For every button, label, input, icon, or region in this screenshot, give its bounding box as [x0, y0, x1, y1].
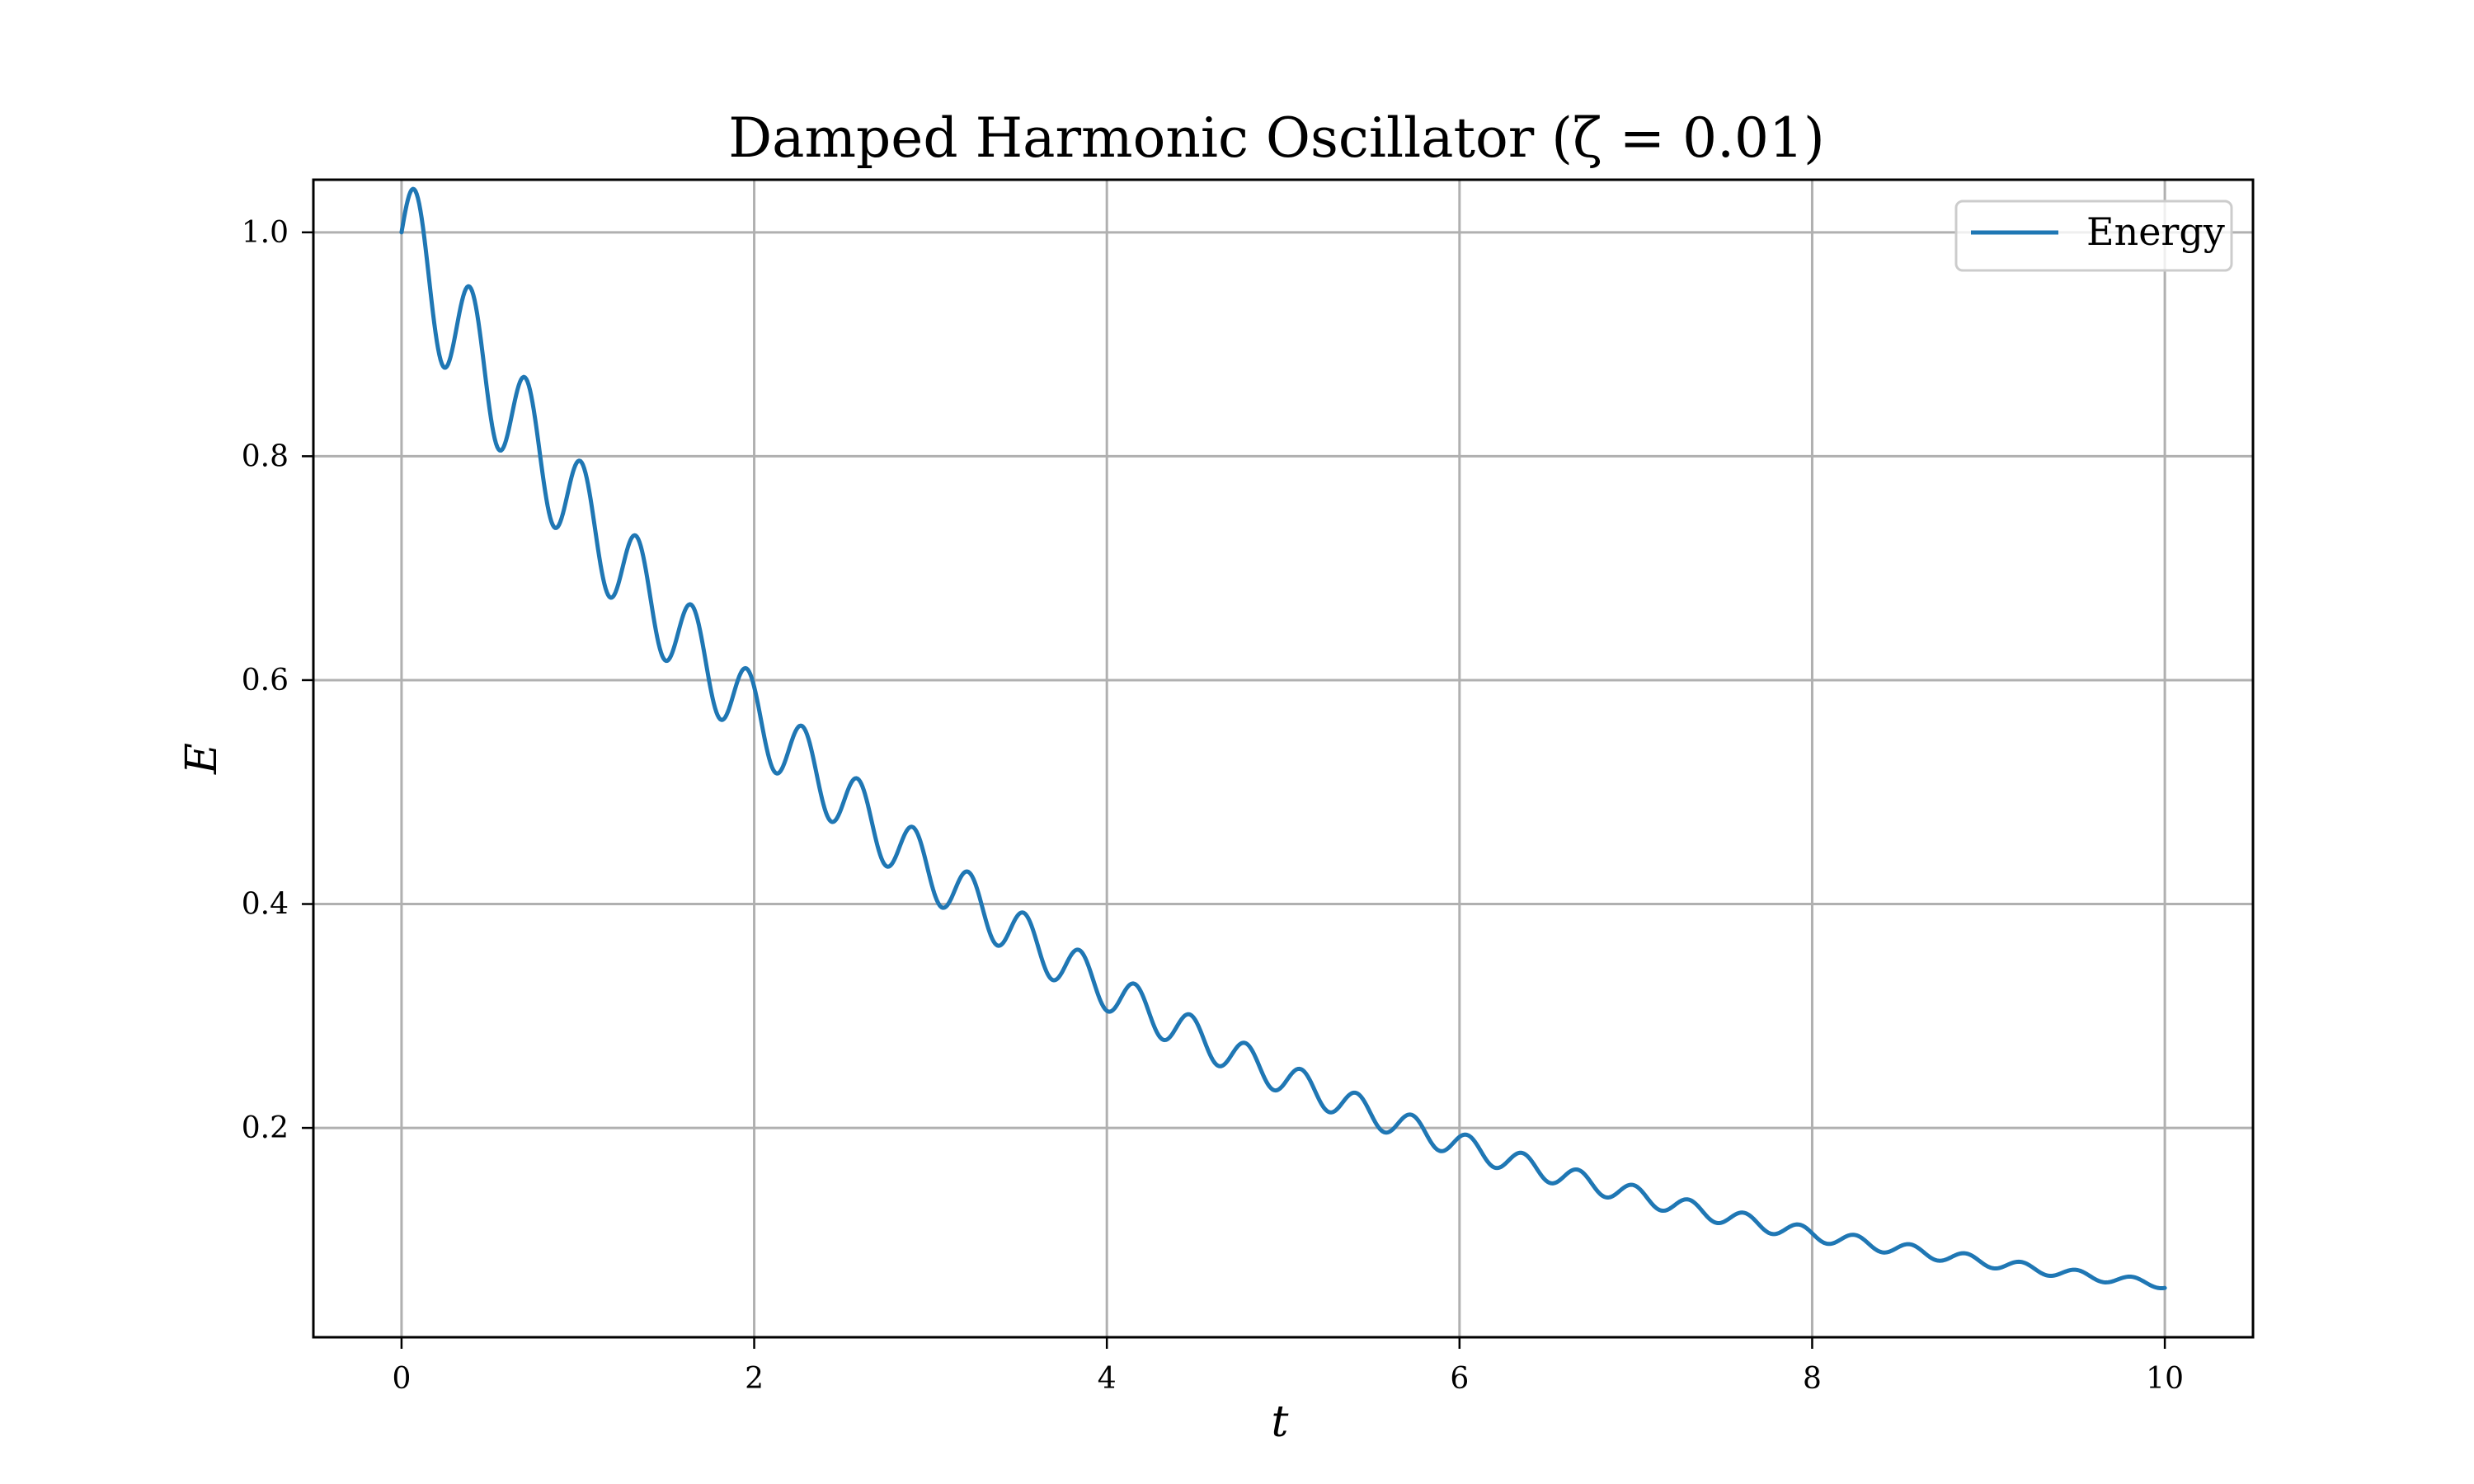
- plot-area: [399, 186, 2167, 1291]
- y-tick-label: 0.2: [242, 1111, 289, 1145]
- y-axis: 0.2 0.4 0.6 0.8 1.0: [242, 216, 313, 1145]
- y-axis-label: E: [177, 743, 227, 775]
- x-tick-label: 0: [392, 1362, 411, 1396]
- grid: [313, 180, 2253, 1337]
- y-tick-label: 0.4: [242, 888, 289, 922]
- legend-label-energy: Energy: [2086, 209, 2225, 254]
- y-tick-label: 1.0: [242, 216, 289, 250]
- series-line-energy: [399, 186, 2167, 1291]
- legend-box: [1954, 200, 2233, 272]
- y-tick-label: 0.6: [242, 664, 289, 697]
- chart-title: Damped Harmonic Oscillator (ζ = 0.01): [728, 106, 1825, 170]
- x-tick-label: 4: [1098, 1362, 1117, 1396]
- x-tick-label: 6: [1450, 1362, 1469, 1396]
- x-axis-label: t: [1272, 1397, 1289, 1447]
- x-tick-label: 8: [1803, 1362, 1822, 1396]
- x-tick-label: 2: [745, 1362, 764, 1396]
- x-axis: 0 2 4 6 8 10: [392, 1337, 2184, 1396]
- legend: Energy: [1954, 200, 2233, 272]
- y-tick-label: 0.8: [242, 439, 289, 473]
- axes-frame: [312, 178, 2255, 1339]
- x-tick-label: 10: [2146, 1362, 2184, 1396]
